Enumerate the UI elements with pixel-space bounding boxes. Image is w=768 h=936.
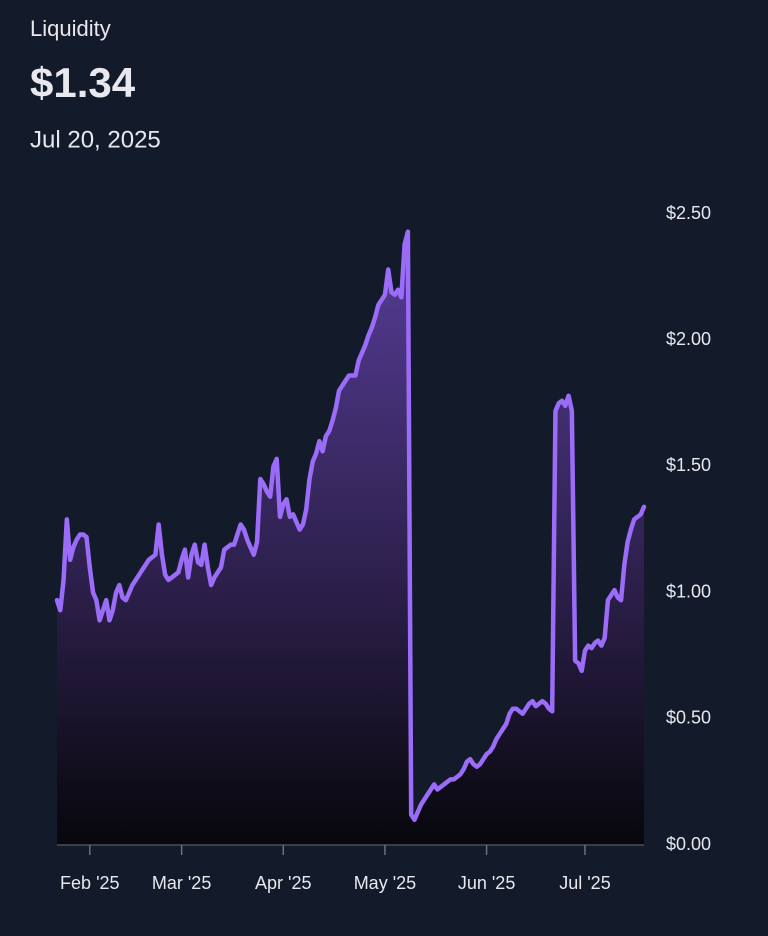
chart-title: Liquidity bbox=[30, 16, 111, 41]
x-tick-label: Feb '25 bbox=[60, 873, 119, 893]
date-label: Jul 20, 2025 bbox=[30, 126, 161, 153]
x-tick-label: May '25 bbox=[354, 873, 416, 893]
y-tick-label: $2.00 bbox=[666, 329, 711, 349]
y-tick-label: $0.00 bbox=[666, 834, 711, 854]
x-tick-label: Jun '25 bbox=[458, 873, 515, 893]
y-tick-label: $2.50 bbox=[666, 203, 711, 223]
y-tick-label: $1.50 bbox=[666, 455, 711, 475]
y-tick-label: $1.00 bbox=[666, 581, 711, 601]
x-tick-label: Mar '25 bbox=[152, 873, 211, 893]
line bbox=[54, 229, 647, 823]
headline-value: $1.34 bbox=[30, 59, 136, 106]
area-fill bbox=[57, 231, 644, 846]
y-tick-label: $0.50 bbox=[666, 708, 711, 728]
x-tick-label: Apr '25 bbox=[255, 873, 311, 893]
x-tick-label: Jul '25 bbox=[559, 873, 610, 893]
